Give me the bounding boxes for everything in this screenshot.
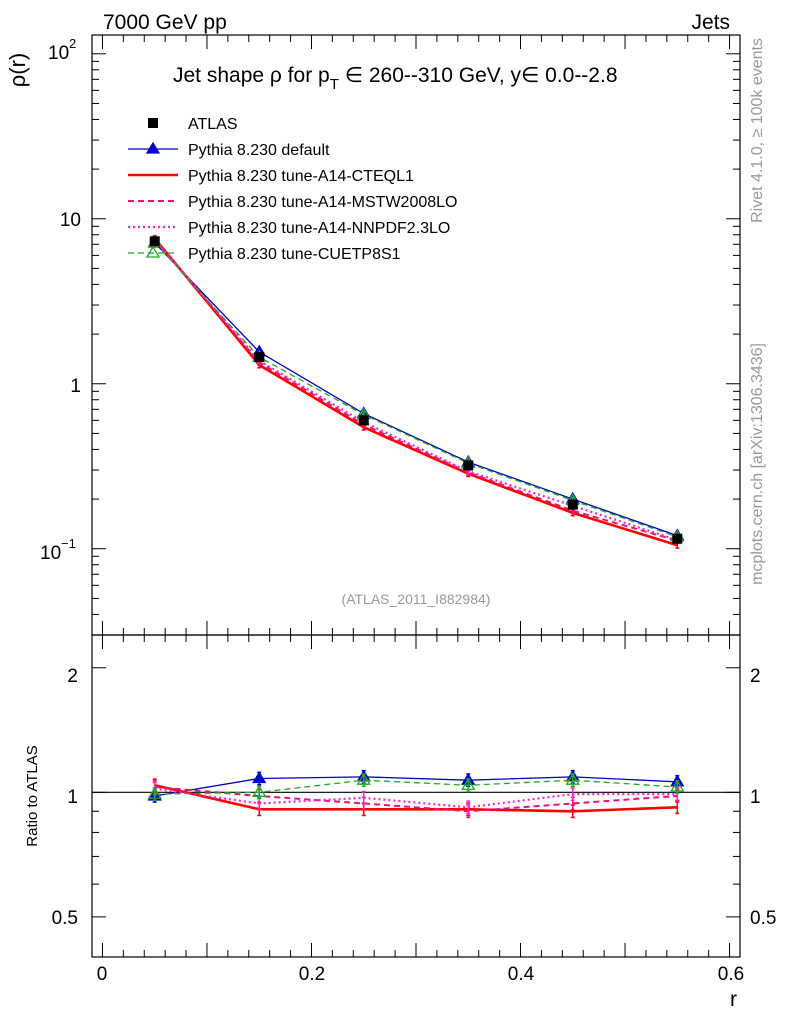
ytick-label-100: 10 2: [48, 36, 76, 64]
ytick-label-100-base: 10: [48, 43, 69, 64]
xtick-0: 0: [97, 964, 108, 985]
analysis-annotation: (ATLAS_2011_I882984): [342, 591, 491, 607]
ratio-point-4-5: [670, 779, 685, 792]
atlas-point-2: [358, 415, 369, 426]
series-line-0: [154, 242, 678, 537]
header-left: 7000 GeV pp: [103, 11, 227, 34]
ytick-label-01-exp: −1: [61, 536, 76, 551]
ytick-label-01-base: 10: [40, 543, 61, 564]
legend-label-5: Pythia 8.230 tune-CUETP8S1: [188, 246, 401, 263]
ytick-label-10: 10: [60, 210, 81, 231]
ratio-ytick-1-right: 1: [750, 787, 761, 808]
ratio-line-1: [154, 784, 678, 813]
atlas-point-3: [463, 460, 474, 471]
ytick-label-01: 10 −1: [40, 536, 76, 564]
legend-marker-0: [148, 118, 158, 128]
atlas-point-4: [567, 499, 578, 510]
main-series-group: [147, 234, 685, 549]
ratio-ytick-05-left: 0.5: [52, 908, 78, 929]
xtick-02: 0.2: [299, 964, 325, 985]
legend-marker-1: [145, 141, 161, 154]
ratio-line-2: [154, 786, 678, 813]
ratio-ytick-2-right: 2: [750, 666, 761, 687]
axis-ticks: [92, 35, 740, 958]
legend-label-3: Pythia 8.230 tune-A14-MSTW2008LO: [188, 194, 457, 211]
ratio-ytick-2-left: 2: [67, 666, 78, 687]
header-right: Jets: [691, 11, 730, 34]
mcplots-label: mcplots.cern.ch [arXiv:1306.3436]: [749, 343, 766, 585]
ratio-line-4: [154, 779, 678, 795]
legend-label-2: Pythia 8.230 tune-A14-CTEQL1: [188, 168, 414, 185]
ratio-point-4-4: [565, 772, 580, 785]
ratio-point-0-1: [252, 771, 267, 784]
xtick-04: 0.4: [508, 964, 535, 985]
x-axis-label: r: [730, 988, 737, 1011]
ratio-ytick-05-right: 0.5: [750, 908, 776, 929]
atlas-point-0: [149, 236, 160, 247]
ratio-ytick-1-left: 1: [67, 787, 78, 808]
chart-title-post: ∈ 260--310 GeV, y∈ 0.0--2.8: [339, 64, 618, 87]
ytick-label-100-exp: 2: [69, 36, 76, 51]
series-line-2: [153, 238, 678, 542]
rivet-version-label: Rivet 4.1.0, ≥ 100k events: [749, 38, 766, 223]
ytick-label-1: 1: [70, 376, 81, 397]
chart-title-pre: Jet shape ρ for p: [173, 64, 330, 87]
xtick-06: 0.6: [718, 964, 744, 985]
ratio-point-4-1: [252, 785, 267, 797]
series-line-1: [153, 237, 678, 547]
ratio-point-4-3: [461, 778, 476, 790]
ratio-ylabel: Ratio to ATLAS: [24, 745, 41, 846]
chart-title: Jet shape ρ for pT ∈ 260--310 GeV, y∈ 0.…: [173, 64, 618, 93]
legend-label-4: Pythia 8.230 tune-A14-NNPDF2.3LO: [188, 220, 450, 237]
legend-label-1: Pythia 8.230 default: [188, 142, 330, 159]
legend: ATLAS Pythia 8.230 default Pythia 8.230 tu…: [128, 116, 457, 263]
main-ylabel: ρ(r): [5, 53, 30, 88]
ratio-point-4-0: [147, 786, 162, 799]
ratio-line-0: [154, 776, 678, 797]
ratio-series-group: [147, 769, 685, 819]
chart-title-sub: T: [330, 76, 339, 93]
legend-marker-5: [145, 245, 161, 258]
ratio-frame: [91, 634, 741, 958]
legend-label-0: ATLAS: [188, 116, 238, 133]
series-line-3: [153, 239, 678, 542]
atlas-point-1: [254, 352, 265, 363]
series-line-4: [154, 241, 678, 538]
ratio-point-4-2: [356, 772, 371, 785]
atlas-point-5: [672, 533, 683, 544]
